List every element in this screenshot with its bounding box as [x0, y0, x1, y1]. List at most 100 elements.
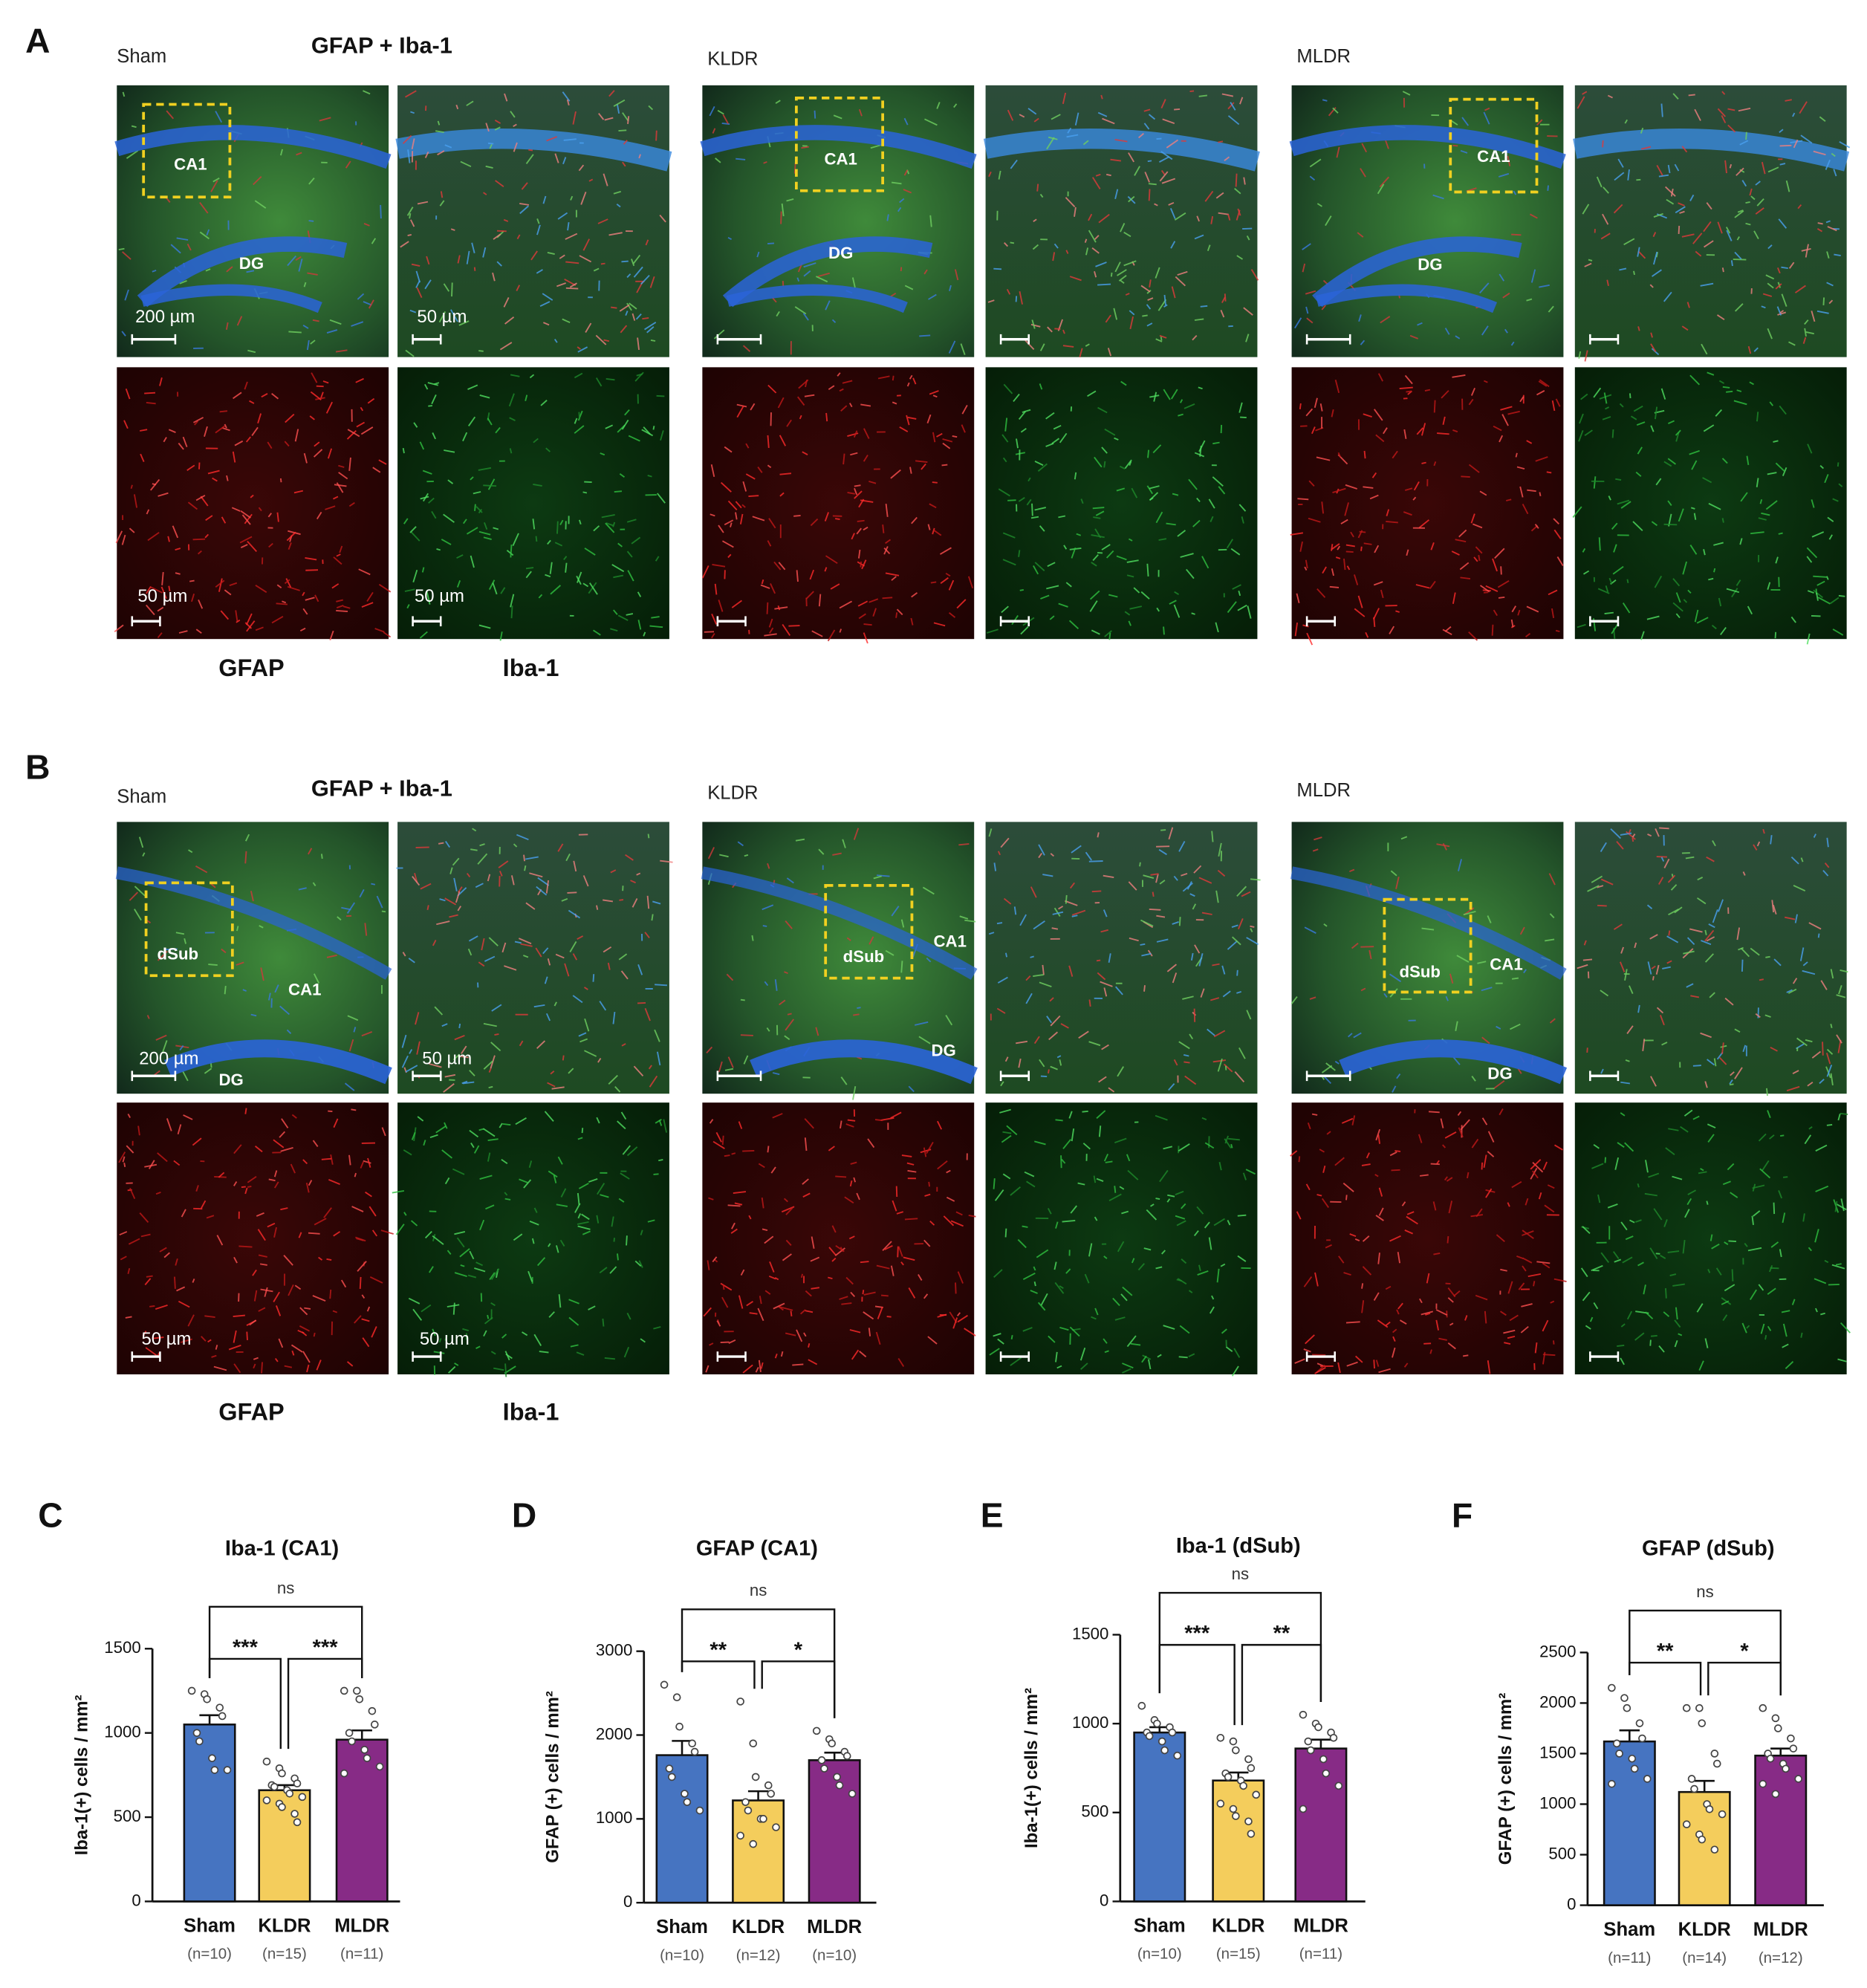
data-point — [749, 1739, 758, 1748]
texture — [163, 1252, 170, 1258]
texture — [1640, 127, 1644, 134]
texture — [150, 586, 163, 594]
texture — [1406, 1215, 1418, 1225]
texture — [740, 1269, 745, 1276]
data-point — [298, 1793, 307, 1802]
texture — [660, 430, 664, 441]
texture — [1079, 1347, 1086, 1361]
cell-layer — [1315, 284, 1498, 314]
texture — [1147, 1359, 1152, 1370]
texture — [1440, 1118, 1444, 1128]
texture — [923, 269, 928, 275]
texture — [1010, 1334, 1013, 1339]
texture — [1516, 466, 1525, 470]
texture — [1704, 953, 1714, 963]
significance-bracket — [761, 1660, 836, 1718]
texture — [1780, 1134, 1785, 1137]
texture — [1395, 610, 1400, 613]
texture — [1077, 1182, 1085, 1186]
texture — [1442, 628, 1452, 635]
texture — [1724, 1284, 1736, 1292]
texture — [1404, 374, 1413, 385]
texture — [1027, 108, 1037, 115]
texture — [1456, 955, 1470, 963]
texture — [1797, 204, 1802, 209]
texture — [1477, 961, 1487, 964]
texture — [254, 1146, 263, 1153]
texture — [774, 1277, 779, 1281]
texture — [1654, 575, 1663, 588]
texture — [1753, 347, 1759, 352]
significance-bracket — [1707, 1661, 1782, 1696]
texture — [1724, 1241, 1729, 1245]
region-label: dSub — [1399, 963, 1441, 981]
texture — [628, 435, 640, 442]
texture — [1672, 1175, 1683, 1180]
texture — [1790, 856, 1799, 865]
texture — [290, 1344, 303, 1353]
texture — [1740, 492, 1748, 502]
texture — [588, 1177, 598, 1183]
texture — [957, 1314, 968, 1323]
texture — [267, 993, 271, 1001]
texture — [157, 606, 164, 612]
texture — [166, 1118, 172, 1131]
texture — [621, 1043, 626, 1047]
texture — [1338, 1256, 1345, 1264]
x-tick-label: KLDR — [1678, 1920, 1731, 1940]
texture — [1371, 472, 1377, 478]
texture — [1198, 94, 1208, 97]
texture — [466, 100, 474, 106]
category-note: (n=11) — [1299, 1946, 1342, 1963]
gfap-channel-image — [117, 1102, 389, 1375]
data-point — [1229, 1805, 1238, 1813]
texture — [1470, 513, 1475, 524]
texture — [1532, 1170, 1539, 1179]
texture — [1336, 146, 1340, 158]
texture — [175, 548, 181, 551]
texture — [764, 1290, 771, 1295]
texture — [1703, 549, 1706, 556]
significance-label: ** — [1657, 1640, 1674, 1663]
texture — [1006, 288, 1011, 295]
texture — [1700, 1032, 1712, 1039]
texture — [366, 1306, 371, 1312]
texture — [840, 1120, 842, 1129]
texture — [250, 1013, 257, 1017]
texture — [1159, 334, 1167, 339]
texture — [1745, 131, 1747, 140]
texture — [1216, 1268, 1220, 1283]
texture — [412, 569, 418, 583]
texture — [1033, 1282, 1036, 1287]
texture — [1836, 1203, 1847, 1211]
texture — [871, 952, 873, 958]
texture — [250, 891, 254, 902]
texture — [1761, 305, 1766, 309]
texture — [460, 160, 472, 168]
texture — [1022, 1327, 1033, 1332]
texture — [308, 178, 315, 185]
texture — [1761, 161, 1766, 175]
texture — [613, 190, 622, 195]
texture — [1389, 1151, 1397, 1157]
texture — [640, 1229, 643, 1235]
texture — [884, 1244, 893, 1250]
texture — [903, 169, 909, 176]
texture — [768, 518, 776, 529]
texture — [1250, 878, 1261, 881]
texture — [420, 496, 429, 500]
texture — [1688, 94, 1695, 97]
texture — [1197, 1270, 1209, 1276]
texture — [1672, 1283, 1685, 1287]
texture — [1631, 837, 1634, 842]
texture — [1620, 1112, 1626, 1117]
texture — [307, 272, 318, 276]
texture — [926, 957, 932, 963]
x-tick-label: Sham — [656, 1917, 708, 1937]
texture — [434, 382, 440, 386]
texture — [470, 555, 475, 568]
texture — [1453, 1290, 1461, 1297]
texture — [240, 510, 251, 519]
texture — [798, 379, 809, 389]
y-axis-title: Iba-1(+) cells / mm² — [71, 1695, 91, 1855]
